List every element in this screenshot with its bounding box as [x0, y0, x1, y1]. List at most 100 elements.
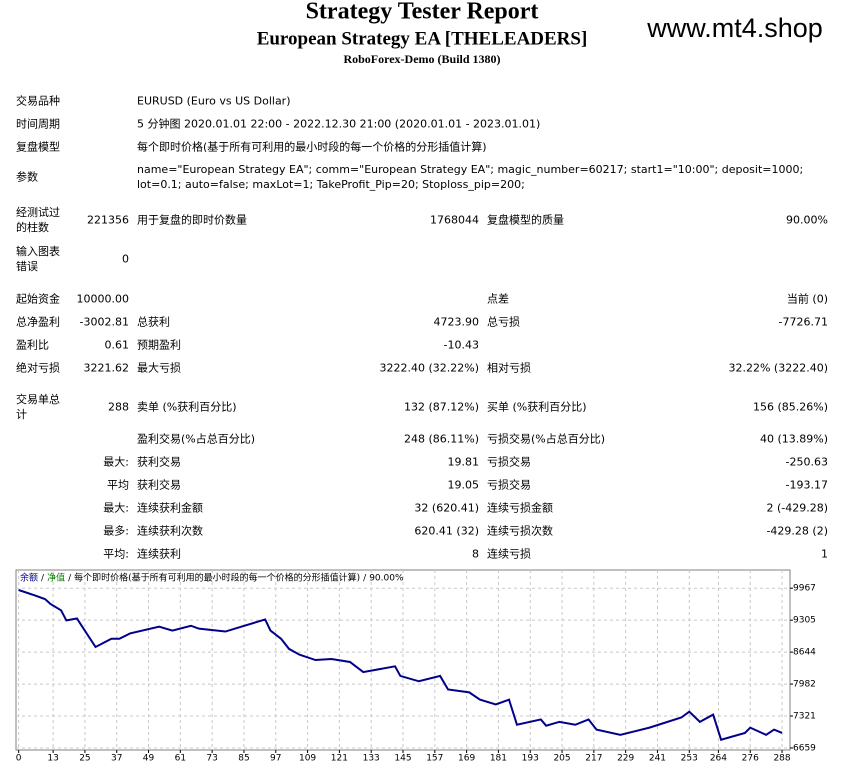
x-tick-label: 25: [79, 754, 90, 764]
stat-value: 最大:: [103, 455, 129, 469]
x-tick-label: 217: [585, 754, 602, 764]
x-tick-label: 49: [143, 754, 155, 764]
stat-value: 平均:: [103, 547, 129, 561]
x-tick-label: 253: [681, 754, 698, 764]
stat-label: 最大亏损: [137, 361, 181, 375]
legend-separator: /: [68, 574, 72, 584]
x-tick-label: 288: [773, 754, 790, 764]
stat-label: 起始资金: [16, 292, 60, 306]
stat-label: 总获利: [137, 315, 170, 329]
y-tick-label: 8644: [793, 648, 816, 658]
stat-value: -193.17: [785, 478, 828, 492]
info-value: 每个即时价格(基于所有可利用的最小时段的每一个价格的分形插值计算): [137, 140, 487, 154]
x-tick-label: 145: [394, 754, 411, 764]
y-tick-label: 9305: [793, 616, 816, 626]
stat-value: 288: [108, 400, 129, 414]
stat-label: 交易单总计: [16, 393, 60, 421]
stat-label: 连续亏损: [487, 547, 531, 561]
legend-separator: /: [41, 574, 45, 584]
x-tick-label: 0: [16, 754, 22, 764]
x-tick-label: 157: [426, 754, 443, 764]
stat-label: 连续获利次数: [137, 524, 203, 538]
y-tick-label: 6659: [793, 743, 816, 753]
y-tick-label: 7982: [793, 680, 816, 690]
stat-label: 亏损交易: [487, 478, 531, 492]
stat-value: -250.63: [785, 455, 828, 469]
stat-label: 点差: [487, 292, 509, 306]
stat-value: 4723.90: [433, 315, 480, 329]
legend-entry: 净值: [47, 572, 65, 584]
stat-value: 最多:: [103, 524, 129, 538]
x-tick-label: 241: [649, 754, 666, 764]
stat-value: 平均: [107, 478, 129, 492]
stat-value: 40 (13.89%): [759, 432, 828, 446]
stat-value: 156 (85.26%): [752, 400, 828, 414]
stat-value: -429.28 (2): [766, 524, 828, 538]
stat-value: 0: [122, 252, 129, 266]
x-tick-label: 133: [363, 754, 380, 764]
stat-label: 经测试过的柱数: [16, 206, 60, 234]
stat-label: 亏损交易(%占总百分比): [487, 432, 606, 446]
stat-value: -7726.71: [778, 315, 828, 329]
stat-value: 19.81: [447, 455, 480, 469]
stat-label: 连续获利金额: [137, 501, 203, 515]
x-tick-label: 97: [270, 754, 281, 764]
info-value: name="European Strategy EA"; comm="Europ…: [137, 163, 804, 191]
stat-label: 获利交易: [137, 455, 181, 469]
stat-value: 132 (87.12%): [403, 400, 479, 414]
stat-label: 亏损交易: [487, 455, 531, 469]
stat-label: 盈利比: [16, 338, 49, 352]
stat-value: 32 (620.41): [414, 501, 479, 515]
legend-model: 每个即时价格(基于所有可利用的最小时段的每一个价格的分形插值计算): [74, 572, 360, 584]
x-tick-label: 264: [710, 754, 727, 764]
x-tick-label: 85: [238, 754, 249, 764]
stat-value: 221356: [87, 213, 129, 227]
stat-value: 8: [472, 547, 479, 561]
legend-quality: 90.00%: [369, 574, 404, 584]
stat-value: 0.61: [104, 338, 130, 352]
stat-value: 3221.62: [83, 361, 130, 375]
legend-entry: 余额: [20, 572, 38, 584]
info-value: EURUSD (Euro vs US Dollar): [137, 94, 291, 108]
stat-label: 连续亏损次数: [487, 524, 553, 538]
stat-label: 连续亏损金额: [487, 501, 553, 515]
x-tick-label: 37: [111, 754, 122, 764]
balance-line: [18, 589, 783, 741]
stat-value: 3222.40 (32.22%): [379, 361, 479, 375]
report-server: RoboForex-Demo (Build 1380): [343, 52, 500, 66]
x-tick-label: 276: [742, 754, 759, 764]
x-tick-label: 181: [490, 754, 507, 764]
y-tick-label: 7321: [793, 711, 816, 721]
stat-label: 输入图表错误: [16, 245, 60, 273]
stat-label: 相对亏损: [487, 361, 531, 375]
stat-value: 2 (-429.28): [766, 501, 828, 515]
x-tick-label: 169: [458, 754, 475, 764]
info-label: 参数: [16, 170, 38, 184]
stat-label: 复盘模型的质量: [487, 213, 564, 227]
x-tick-label: 205: [553, 754, 570, 764]
stat-value: -10.43: [443, 338, 479, 352]
x-tick-label: 61: [175, 754, 186, 764]
stat-label: 总净盈利: [16, 315, 60, 329]
stat-value: 最大:: [103, 501, 129, 515]
stat-label: 卖单 (%获利百分比): [137, 400, 237, 414]
stat-label: 连续获利: [137, 547, 181, 561]
info-label: 复盘模型: [16, 140, 60, 154]
stat-value: 90.00%: [786, 213, 828, 227]
stat-value: 620.41 (32): [414, 524, 479, 538]
x-tick-label: 13: [47, 754, 58, 764]
x-tick-label: 121: [331, 754, 348, 764]
report-subtitle: European Strategy EA [THELEADERS]: [257, 28, 588, 49]
stat-value: 1: [821, 547, 828, 561]
stat-label: 获利交易: [137, 478, 181, 492]
watermark: www.mt4.shop: [646, 13, 823, 43]
stat-label: 用于复盘的即时价数量: [137, 213, 247, 227]
stat-value: 当前 (0): [786, 292, 828, 306]
report-title: Strategy Tester Report: [306, 0, 539, 25]
stat-value: -3002.81: [79, 315, 129, 329]
y-tick-label: 9967: [793, 584, 816, 594]
stat-value: 32.22% (3222.40): [728, 361, 828, 375]
info-label: 交易品种: [16, 94, 60, 108]
